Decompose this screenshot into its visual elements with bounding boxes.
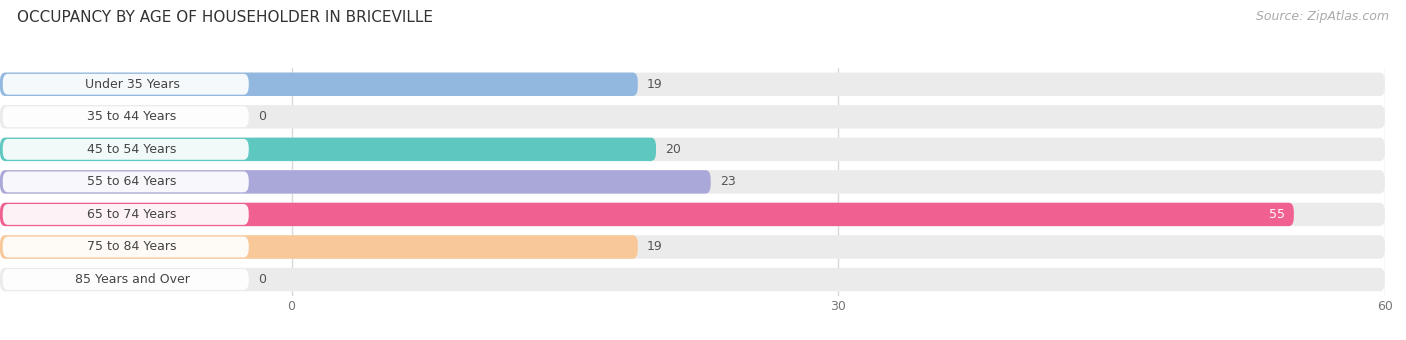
FancyBboxPatch shape (0, 235, 1385, 259)
Text: 23: 23 (720, 175, 735, 188)
Text: 19: 19 (647, 78, 662, 91)
Text: 45 to 54 Years: 45 to 54 Years (87, 143, 177, 156)
FancyBboxPatch shape (0, 203, 1385, 226)
Text: 20: 20 (665, 143, 681, 156)
FancyBboxPatch shape (0, 170, 1385, 193)
FancyBboxPatch shape (3, 106, 249, 127)
Text: 0: 0 (257, 273, 266, 286)
FancyBboxPatch shape (0, 105, 1385, 129)
FancyBboxPatch shape (0, 170, 710, 193)
Text: 19: 19 (647, 240, 662, 254)
Text: Under 35 Years: Under 35 Years (84, 78, 180, 91)
Text: 55: 55 (1268, 208, 1285, 221)
Text: OCCUPANCY BY AGE OF HOUSEHOLDER IN BRICEVILLE: OCCUPANCY BY AGE OF HOUSEHOLDER IN BRICE… (17, 10, 433, 25)
FancyBboxPatch shape (3, 269, 249, 290)
FancyBboxPatch shape (0, 235, 638, 259)
FancyBboxPatch shape (0, 72, 638, 96)
Text: Source: ZipAtlas.com: Source: ZipAtlas.com (1256, 10, 1389, 23)
FancyBboxPatch shape (0, 268, 1385, 291)
FancyBboxPatch shape (0, 138, 657, 161)
FancyBboxPatch shape (3, 139, 249, 160)
Text: 65 to 74 Years: 65 to 74 Years (87, 208, 177, 221)
Text: 55 to 64 Years: 55 to 64 Years (87, 175, 177, 188)
FancyBboxPatch shape (0, 72, 1385, 96)
Text: 75 to 84 Years: 75 to 84 Years (87, 240, 177, 254)
Text: 35 to 44 Years: 35 to 44 Years (87, 110, 177, 123)
Text: 85 Years and Over: 85 Years and Over (75, 273, 190, 286)
FancyBboxPatch shape (3, 204, 249, 225)
FancyBboxPatch shape (3, 237, 249, 257)
Text: 0: 0 (257, 110, 266, 123)
FancyBboxPatch shape (0, 138, 1385, 161)
FancyBboxPatch shape (0, 203, 1294, 226)
FancyBboxPatch shape (3, 171, 249, 192)
FancyBboxPatch shape (3, 74, 249, 95)
